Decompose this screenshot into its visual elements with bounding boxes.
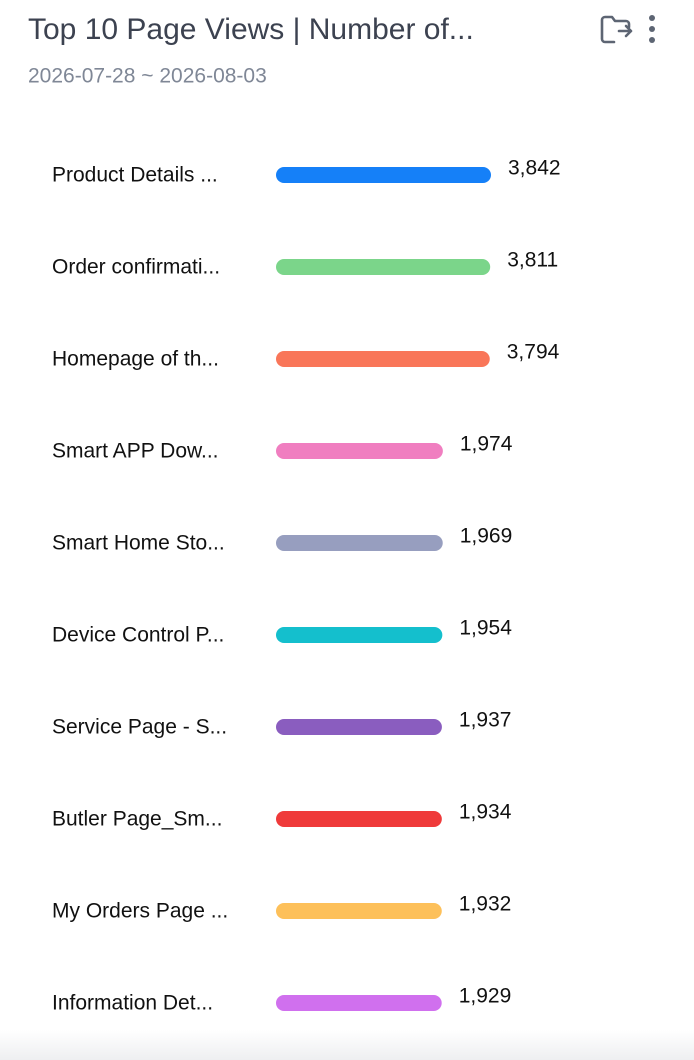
bar xyxy=(276,995,442,1011)
value-label: 1,932 xyxy=(459,893,512,916)
chart-title: Top 10 Page Views | Number of... xyxy=(28,13,474,46)
category-label: Service Page - S... xyxy=(52,716,227,739)
category-label: Smart APP Dow... xyxy=(52,440,219,463)
bar xyxy=(276,903,442,919)
bar xyxy=(276,259,491,275)
category-label: Device Control P... xyxy=(52,624,224,647)
value-label: 3,811 xyxy=(507,249,558,272)
category-label: Homepage of th... xyxy=(52,348,219,371)
category-label: Order confirmati... xyxy=(52,256,220,279)
bar xyxy=(276,443,443,459)
value-label: 1,969 xyxy=(460,525,513,548)
category-label: Information Det... xyxy=(52,992,213,1015)
category-label: Product Details ... xyxy=(52,164,218,187)
value-label: 1,954 xyxy=(459,617,512,640)
bar xyxy=(276,351,490,367)
category-label: My Orders Page ... xyxy=(52,900,228,923)
value-label: 1,929 xyxy=(459,985,512,1008)
bar xyxy=(276,627,443,643)
bar xyxy=(276,535,443,551)
bar xyxy=(276,167,491,183)
value-label: 1,937 xyxy=(459,709,512,732)
category-label: Smart Home Sto... xyxy=(52,532,225,555)
value-label: 3,794 xyxy=(507,341,560,364)
category-label: Butler Page_Sm... xyxy=(52,808,222,831)
export-icon[interactable] xyxy=(600,15,633,44)
more-menu[interactable] xyxy=(649,15,655,43)
value-label: 3,842 xyxy=(508,157,561,180)
chart-subtitle: 2026-07-28 ~ 2026-08-03 xyxy=(28,65,267,88)
bottom-fade xyxy=(0,1030,694,1060)
bar xyxy=(276,811,442,827)
value-label: 1,974 xyxy=(460,433,513,456)
value-label: 1,934 xyxy=(459,801,512,824)
bar xyxy=(276,719,442,735)
